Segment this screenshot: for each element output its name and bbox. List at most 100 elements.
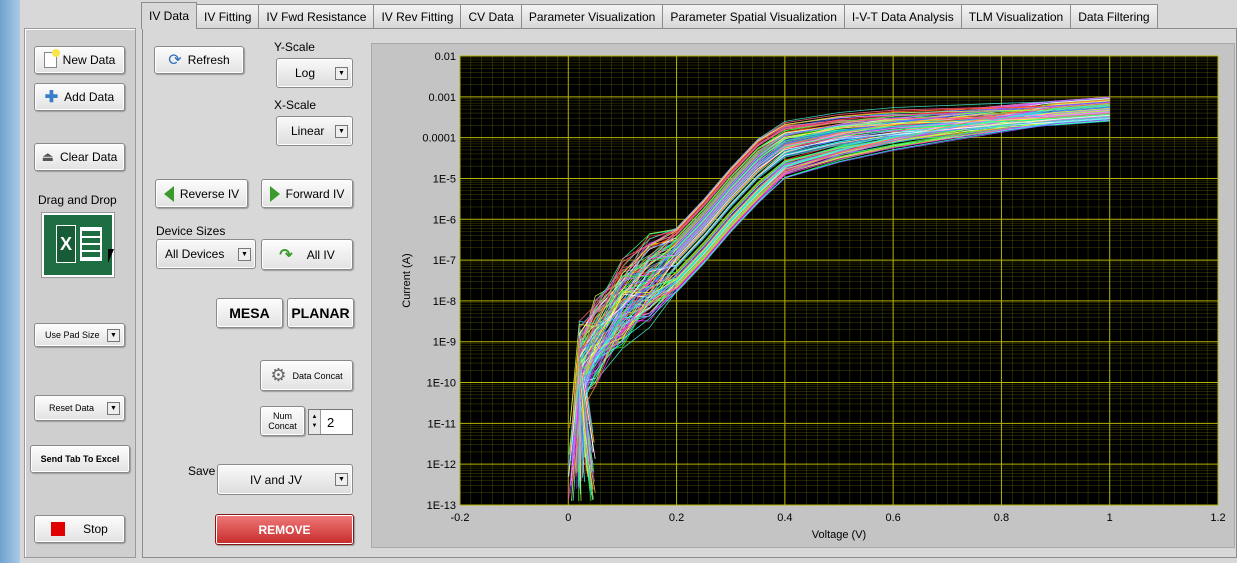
chevron-down-icon: ▼ (335, 66, 348, 80)
refresh-button[interactable]: ⟳ Refresh (154, 46, 244, 74)
device-sizes-select[interactable]: All Devices ▼ (156, 239, 256, 269)
x-scale-select[interactable]: Linear ▼ (276, 116, 353, 146)
x-tick-label: 0.2 (669, 512, 684, 524)
x-tick-label: 0 (565, 512, 571, 524)
plus-icon: ✚ (44, 89, 59, 106)
send-tab-label: Send Tab To Excel (40, 454, 120, 464)
x-tick-label: 0.4 (777, 512, 792, 524)
iv-curve (578, 101, 1110, 465)
num-concat-label: Num Concat (268, 411, 297, 431)
mesa-button[interactable]: MESA (216, 298, 283, 328)
chevron-down-icon: ▼ (335, 124, 348, 138)
remove-label: REMOVE (258, 522, 311, 537)
tab-data-filtering[interactable]: Data Filtering (1070, 4, 1158, 29)
iv-curve (570, 119, 1110, 494)
num-concat-stepper[interactable]: ▲ ▼ 2 (308, 409, 353, 435)
tab-tlm-visualization[interactable]: TLM Visualization (960, 4, 1072, 29)
chevron-down-icon: ▼ (238, 247, 251, 261)
tab-parameter-visualization[interactable]: Parameter Visualization (520, 4, 664, 29)
drag-drop-label: Drag and Drop (38, 193, 117, 207)
tab-iv-rev-fitting[interactable]: IV Rev Fitting (373, 4, 462, 29)
iv-curve (578, 101, 1110, 462)
chevron-down-icon: ▼ (107, 401, 120, 415)
y-tick-label: 0.0001 (422, 133, 456, 145)
clear-data-button[interactable]: ⏏ Clear Data (34, 143, 125, 171)
arrow-left-icon (163, 185, 174, 202)
pad-size-label: Use Pad Size (45, 330, 100, 340)
y-tick-label: 1E-6 (433, 214, 456, 226)
tab-cv-data[interactable]: CV Data (460, 4, 522, 29)
tab-iv-fitting[interactable]: IV Fitting (196, 4, 260, 29)
refresh-label: Refresh (187, 53, 230, 67)
iv-curve (578, 116, 1110, 464)
reverse-iv-button[interactable]: Reverse IV (155, 179, 248, 208)
tab-iv-data[interactable]: IV Data (141, 2, 198, 29)
tab-bar: IV Data IV Fitting IV Fwd Resistance IV Rev… (141, 2, 1158, 29)
y-tick-label: 0.01 (435, 51, 456, 63)
remove-button[interactable]: REMOVE (215, 514, 354, 545)
all-iv-button[interactable]: ↷ All IV (261, 239, 353, 270)
iv-curve (578, 101, 1110, 443)
iv-curve (572, 118, 1110, 501)
x-scale-value: Linear (291, 124, 325, 138)
save-label: Save (188, 464, 216, 478)
device-sizes-label: Device Sizes (156, 224, 226, 238)
new-data-label: New Data (62, 53, 116, 67)
new-data-button[interactable]: New Data (34, 46, 125, 74)
y-tick-label: 1E-10 (427, 378, 456, 390)
y-tick-label: 1E-11 (427, 418, 456, 430)
tab-parameter-spatial-visualization[interactable]: Parameter Spatial Visualization (662, 4, 845, 29)
forward-iv-button[interactable]: Forward IV (261, 179, 353, 208)
tab-i-v-t-data-analysis[interactable]: I-V-T Data Analysis (843, 4, 962, 29)
iv-curve (569, 114, 1110, 455)
iv-chart[interactable]: -0.2 0 0.2 0.4 0.6 0.8 1 1.2 0.01 0.001 0.0001 1E-5… (372, 44, 1236, 549)
reverse-iv-label: Reverse IV (179, 186, 240, 201)
window-edge (0, 0, 20, 563)
y-scale-label: Y-Scale (274, 40, 315, 54)
x-axis-label: Voltage (V) (812, 529, 866, 541)
arrow-right-icon (269, 185, 280, 202)
all-iv-label: All IV (306, 247, 335, 262)
gear-icon: ⚙ (270, 365, 287, 385)
refresh-icon: ⟳ (168, 52, 182, 69)
iv-curve (578, 113, 1110, 444)
pad-size-select[interactable]: Use Pad Size ▼ (34, 323, 125, 347)
add-data-label: Add Data (64, 90, 115, 104)
save-select[interactable]: IV and JV ▼ (217, 464, 353, 495)
send-tab-excel-button[interactable]: Send Tab To Excel (30, 445, 130, 473)
iv-curve (578, 116, 1110, 466)
stepper-arrows-icon[interactable]: ▲ ▼ (309, 410, 321, 434)
eject-icon: ⏏ (41, 149, 54, 164)
chevron-down-icon: ▼ (107, 328, 120, 342)
tab-iv-fwd-resistance[interactable]: IV Fwd Resistance (258, 4, 375, 29)
planar-button[interactable]: PLANAR (287, 298, 354, 328)
iv-graph-frame: -0.2 0 0.2 0.4 0.6 0.8 1 1.2 0.01 0.001 0.0001 1E-5… (371, 43, 1235, 548)
x-tick-label: 1 (1107, 512, 1113, 524)
iv-data-panel: ⟳ Refresh Y-Scale Log ▼ X-Scale Linear ▼… (142, 28, 1237, 558)
y-tick-label: 1E-8 (433, 296, 456, 308)
x-tick-label: 1.2 (1210, 512, 1225, 524)
stop-icon (51, 522, 66, 536)
x-scale-label: X-Scale (274, 98, 317, 112)
left-panel: New Data ✚ Add Data ⏏ Clear Data Drag an… (24, 28, 136, 558)
y-tick-label: 1E-5 (433, 173, 456, 185)
x-tick-label: -0.2 (451, 512, 470, 524)
y-axis-label: Current (A) (401, 253, 413, 307)
iv-curve (574, 105, 1110, 437)
curved-arrow-icon: ↷ (279, 246, 293, 264)
y-tick-label: 0.001 (428, 92, 456, 104)
num-concat-label-box: Num Concat (260, 406, 305, 436)
data-concat-button[interactable]: ⚙ Data Concat (260, 360, 353, 391)
reset-data-select[interactable]: Reset Data ▼ (34, 395, 125, 421)
add-data-button[interactable]: ✚ Add Data (34, 83, 125, 111)
stop-button[interactable]: Stop (34, 515, 125, 543)
y-scale-select[interactable]: Log ▼ (276, 58, 353, 88)
iv-curve (578, 114, 1110, 460)
stop-label: Stop (83, 522, 108, 536)
clear-data-label: Clear Data (59, 150, 118, 164)
iv-curve (578, 111, 1110, 459)
save-value: IV and JV (250, 472, 303, 487)
y-tick-label: 1E-9 (433, 337, 456, 349)
excel-drop-target[interactable]: X (41, 212, 115, 278)
iv-curve (578, 105, 1110, 479)
